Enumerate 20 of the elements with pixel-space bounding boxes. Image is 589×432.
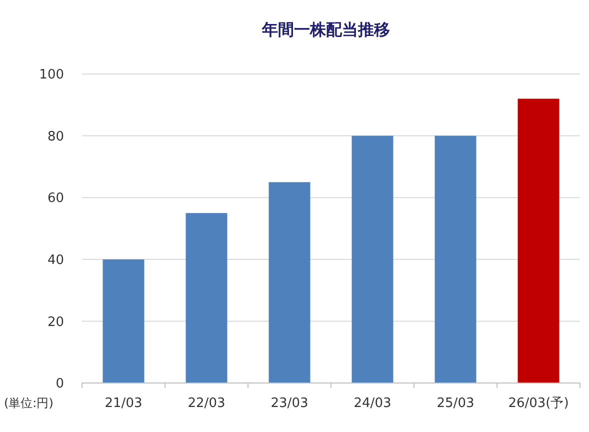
x-tick-label: 22/03 bbox=[188, 396, 226, 411]
bar bbox=[434, 136, 476, 383]
chart-title: 年間一株配当推移 bbox=[261, 20, 390, 39]
y-tick-label: 40 bbox=[47, 252, 64, 268]
x-tick-label: 21/03 bbox=[104, 396, 142, 411]
y-tick-label: 80 bbox=[47, 129, 64, 144]
x-tick-label: 23/03 bbox=[270, 396, 308, 411]
y-tick-label: 20 bbox=[47, 314, 64, 330]
y-tick-label: 60 bbox=[47, 191, 64, 206]
bar bbox=[102, 259, 144, 383]
text: (単位:円) bbox=[4, 396, 54, 410]
bar bbox=[186, 213, 228, 383]
y-tick-label: 100 bbox=[39, 68, 64, 83]
bar bbox=[268, 182, 310, 383]
y-tick-label: 0 bbox=[56, 376, 64, 392]
bar bbox=[352, 136, 394, 383]
x-tick-label: 26/03(予) bbox=[508, 396, 569, 411]
x-tick-label: 25/03 bbox=[436, 396, 474, 411]
bar bbox=[518, 98, 560, 383]
x-tick-label: 24/03 bbox=[354, 396, 392, 411]
